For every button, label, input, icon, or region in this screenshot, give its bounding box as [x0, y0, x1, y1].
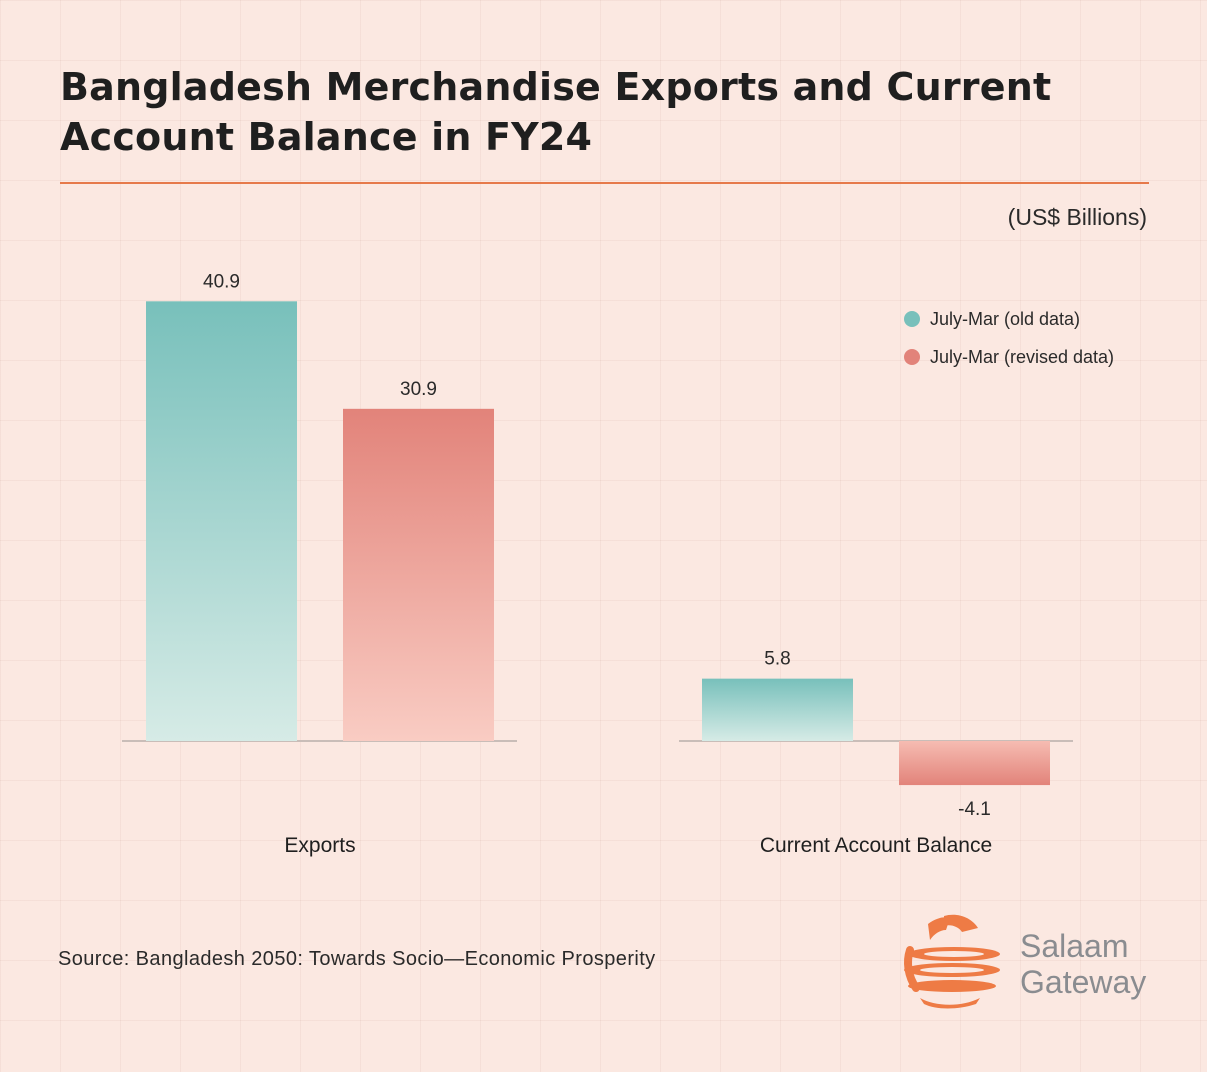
bar-old-1 — [702, 678, 853, 741]
bar-revised-1 — [899, 741, 1050, 786]
legend-item-revised-data: July-Mar (revised data) — [904, 346, 1114, 368]
legend-swatch-revised-data — [904, 349, 920, 365]
legend-label-revised-data: July-Mar (revised data) — [930, 346, 1115, 367]
chart-title: Bangladesh Merchandise Exports and Curre… — [60, 65, 1052, 159]
source-note: Source: Bangladesh 2050: Towards Socio—E… — [58, 948, 656, 970]
chart-legend: July-Mar (old data) July-Mar (revised da… — [904, 308, 1114, 384]
legend-item-old-data: July-Mar (old data) — [904, 308, 1114, 330]
data-label-revised-1: -4.1 — [958, 799, 991, 820]
legend-swatch-old-data — [904, 311, 920, 327]
brand-wordmark: Salaam Gateway — [1020, 928, 1146, 1000]
brand-logo: Salaam Gateway — [900, 910, 1160, 1010]
salaam-gateway-globe-icon — [904, 914, 1000, 1009]
title-divider — [60, 182, 1149, 184]
bar-revised-0 — [343, 408, 494, 741]
data-label-old-1: 5.8 — [764, 649, 790, 670]
legend-label-old-data: July-Mar (old data) — [930, 308, 1081, 329]
bar-old-0 — [146, 301, 297, 741]
category-label-1: Current Account Balance — [760, 834, 992, 857]
brand-line-1: Salaam — [1020, 928, 1129, 964]
data-label-revised-0: 30.9 — [400, 379, 437, 400]
unit-label: (US$ Billions) — [1007, 204, 1147, 230]
data-label-old-0: 40.9 — [203, 271, 240, 292]
brand-line-2: Gateway — [1020, 964, 1147, 1000]
category-label-0: Exports — [284, 834, 355, 857]
